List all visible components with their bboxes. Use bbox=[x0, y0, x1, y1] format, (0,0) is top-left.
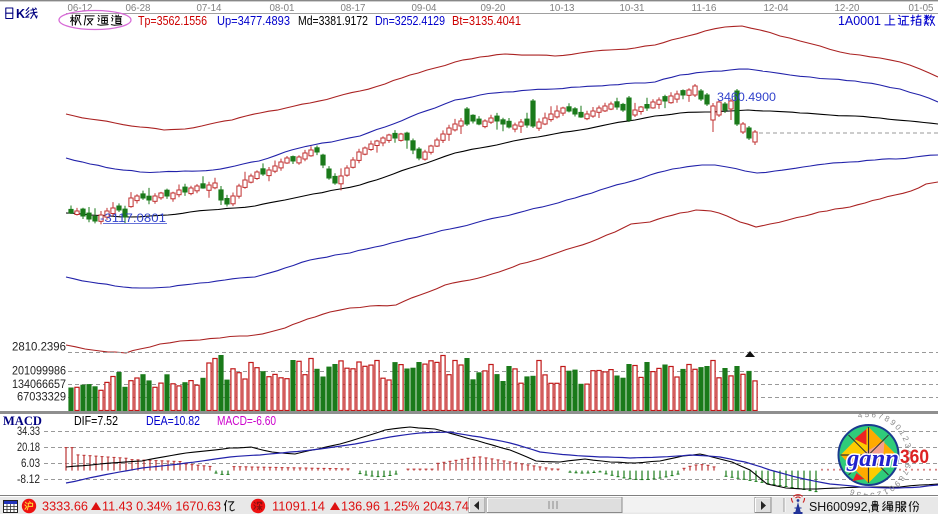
svg-text:9: 9 bbox=[888, 418, 897, 428]
svg-text:6: 6 bbox=[871, 410, 877, 420]
svg-text:3: 3 bbox=[903, 442, 913, 449]
svg-text:1A0001: 1A0001 bbox=[838, 14, 881, 28]
svg-text:7: 7 bbox=[900, 468, 910, 476]
svg-text:20.18: 20.18 bbox=[17, 442, 40, 454]
svg-text:08-17: 08-17 bbox=[341, 2, 366, 14]
svg-text:-8.12: -8.12 bbox=[17, 474, 40, 486]
svg-text:5: 5 bbox=[904, 456, 913, 462]
svg-text:8: 8 bbox=[883, 414, 892, 424]
svg-text:34.33: 34.33 bbox=[17, 426, 40, 438]
svg-text:11091.14: 11091.14 bbox=[272, 500, 325, 514]
svg-text:DIF=7.52: DIF=7.52 bbox=[74, 414, 118, 428]
svg-text:12-04: 12-04 bbox=[764, 2, 789, 14]
svg-text:06-28: 06-28 bbox=[126, 2, 151, 14]
svg-text:5: 5 bbox=[855, 489, 862, 499]
svg-text:Dn=3252.4129: Dn=3252.4129 bbox=[375, 14, 445, 28]
svg-text:K: K bbox=[16, 7, 25, 21]
svg-text:01-05: 01-05 bbox=[909, 2, 934, 14]
svg-text:4: 4 bbox=[857, 410, 864, 420]
svg-text:Tp=3562.1556: Tp=3562.1556 bbox=[138, 14, 207, 28]
svg-text:6: 6 bbox=[848, 487, 856, 497]
svg-text:09-20: 09-20 bbox=[481, 2, 506, 14]
svg-text:360: 360 bbox=[900, 447, 929, 468]
svg-text:0: 0 bbox=[893, 423, 903, 433]
svg-text:SH600992,: SH600992, bbox=[809, 500, 871, 514]
svg-text:0: 0 bbox=[887, 483, 896, 493]
svg-text:8: 8 bbox=[896, 474, 906, 483]
svg-text:DEA=10.82: DEA=10.82 bbox=[146, 414, 200, 428]
svg-text:2810.2396: 2810.2396 bbox=[12, 342, 66, 354]
svg-text:08-01: 08-01 bbox=[270, 2, 295, 14]
svg-text:6: 6 bbox=[902, 463, 912, 470]
svg-text:MACD: MACD bbox=[3, 414, 42, 428]
svg-text:MACD=-6.60: MACD=-6.60 bbox=[217, 414, 276, 428]
svg-text:7: 7 bbox=[877, 411, 884, 421]
svg-text:07-14: 07-14 bbox=[197, 2, 222, 14]
svg-text:4: 4 bbox=[904, 450, 913, 456]
svg-text:gann: gann bbox=[846, 446, 899, 472]
svg-text:10-31: 10-31 bbox=[620, 2, 645, 14]
svg-text:67033329: 67033329 bbox=[17, 392, 66, 404]
svg-text:6.03: 6.03 bbox=[21, 458, 40, 470]
svg-text:09-04: 09-04 bbox=[412, 2, 437, 14]
svg-text:134066657: 134066657 bbox=[12, 379, 66, 391]
svg-text:10-13: 10-13 bbox=[550, 2, 575, 14]
svg-text:1: 1 bbox=[881, 487, 889, 497]
svg-text:9: 9 bbox=[892, 479, 902, 489]
svg-text:136.96 1.25% 2043.74: 136.96 1.25% 2043.74 bbox=[341, 500, 469, 514]
svg-text:2: 2 bbox=[901, 435, 911, 443]
svg-text:Up=3477.4893: Up=3477.4893 bbox=[217, 14, 290, 28]
svg-text:5: 5 bbox=[865, 410, 870, 419]
svg-text:11.43 0.34% 1670.63: 11.43 0.34% 1670.63 bbox=[102, 500, 221, 514]
svg-text:Bt=3135.4041: Bt=3135.4041 bbox=[452, 14, 521, 28]
svg-text:201099986: 201099986 bbox=[12, 366, 66, 378]
svg-text:3460.4900: 3460.4900 bbox=[717, 90, 776, 104]
svg-text:-3117.0801: -3117.0801 bbox=[100, 211, 166, 225]
svg-text:11-16: 11-16 bbox=[692, 2, 717, 14]
svg-text:Md=3381.9172: Md=3381.9172 bbox=[298, 14, 368, 28]
svg-text:3333.66: 3333.66 bbox=[42, 500, 88, 514]
svg-text:12-20: 12-20 bbox=[835, 2, 860, 14]
svg-text:2: 2 bbox=[875, 489, 882, 499]
svg-text:1: 1 bbox=[897, 428, 907, 437]
